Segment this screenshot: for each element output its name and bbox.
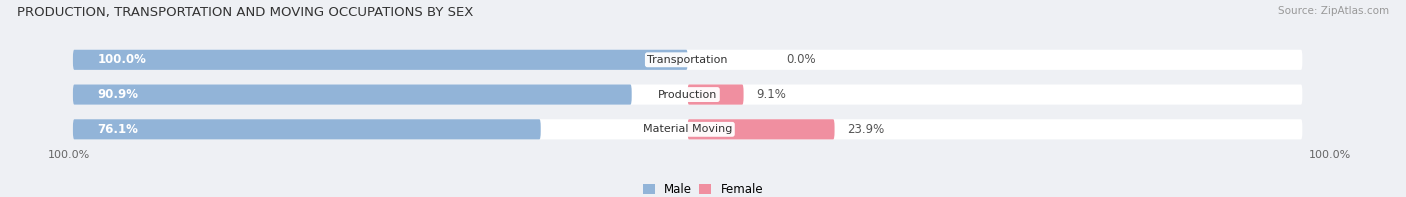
Text: 76.1%: 76.1% [97,123,138,136]
FancyBboxPatch shape [73,50,1302,70]
FancyBboxPatch shape [688,119,835,139]
FancyBboxPatch shape [688,85,744,105]
Text: Production: Production [658,90,717,99]
Text: 23.9%: 23.9% [846,123,884,136]
Text: 100.0%: 100.0% [1309,150,1351,160]
Legend: Male, Female: Male, Female [638,178,768,197]
FancyBboxPatch shape [73,85,1302,105]
Text: Source: ZipAtlas.com: Source: ZipAtlas.com [1278,6,1389,16]
FancyBboxPatch shape [73,85,631,105]
Text: 100.0%: 100.0% [48,150,90,160]
Text: 100.0%: 100.0% [97,53,146,66]
FancyBboxPatch shape [73,119,1302,139]
FancyBboxPatch shape [73,119,541,139]
Text: 90.9%: 90.9% [97,88,139,101]
Text: 9.1%: 9.1% [756,88,786,101]
Text: PRODUCTION, TRANSPORTATION AND MOVING OCCUPATIONS BY SEX: PRODUCTION, TRANSPORTATION AND MOVING OC… [17,6,474,19]
FancyBboxPatch shape [73,50,688,70]
Text: Material Moving: Material Moving [643,124,733,134]
Text: Transportation: Transportation [647,55,728,65]
Text: 0.0%: 0.0% [786,53,815,66]
